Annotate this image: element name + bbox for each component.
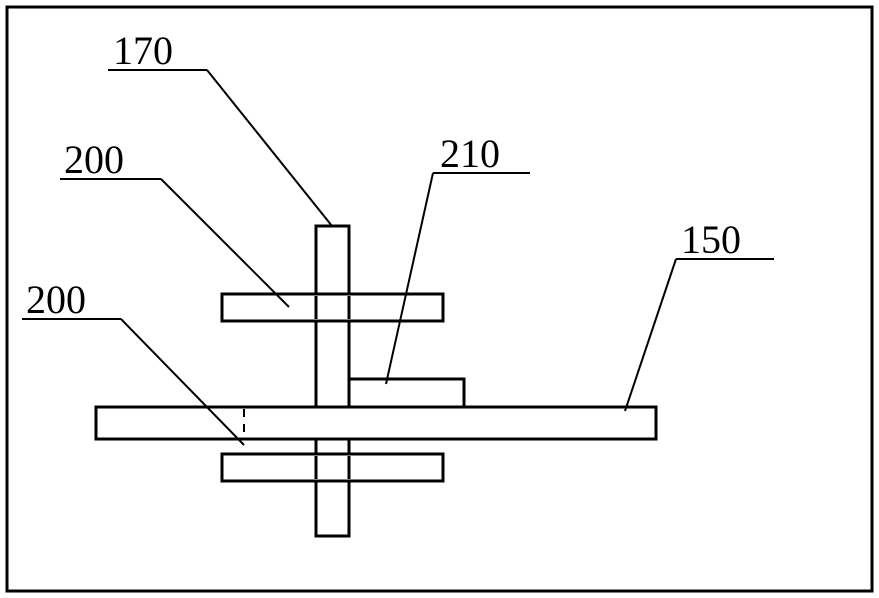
leader-150 [625,259,676,411]
bar-150-front [96,407,656,439]
label-170: 170 [113,28,173,73]
leader-170 [207,70,332,226]
label-200_lower: 200 [26,277,86,322]
upper-blade-200 [222,294,443,321]
label-210: 210 [440,131,500,176]
label-150: 150 [681,217,741,262]
leader-210 [386,173,433,384]
leader-200_upper [161,179,289,307]
stub-210-front [349,379,464,407]
label-200_upper: 200 [64,137,124,182]
lower-blade-200 [222,454,443,481]
